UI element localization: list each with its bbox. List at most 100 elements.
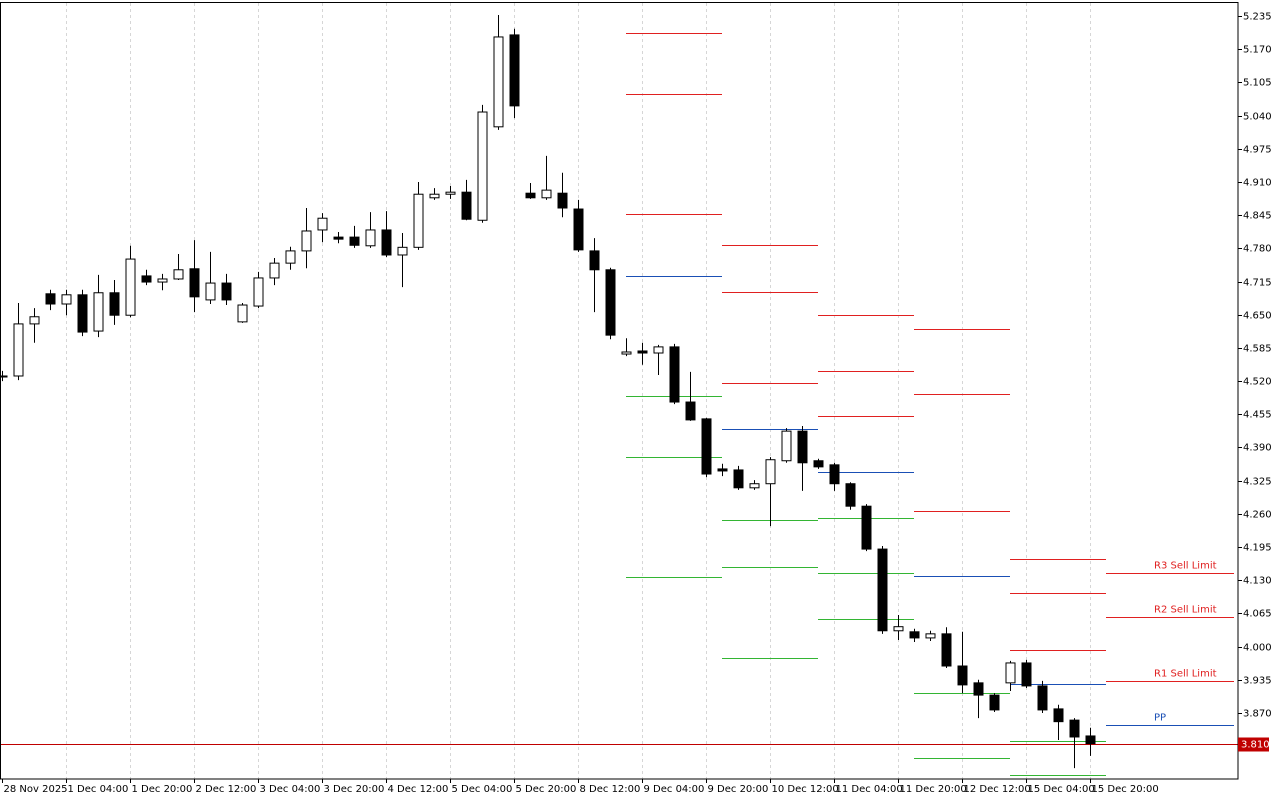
y-tick-label: 4.325 bbox=[1243, 477, 1272, 488]
y-tick-label: 4.000 bbox=[1243, 643, 1272, 654]
y-tick-label: 4.975 bbox=[1243, 145, 1272, 156]
x-tick-label: 15 Dec 04:00 bbox=[1028, 784, 1095, 795]
current-price-tag bbox=[1238, 737, 1269, 752]
y-tick-label: 4.195 bbox=[1243, 543, 1272, 554]
x-tick-label: 11 Dec 20:00 bbox=[900, 784, 967, 795]
y-tick-label: 5.235 bbox=[1243, 12, 1272, 23]
x-tick-label: 1 Dec 04:00 bbox=[68, 784, 129, 795]
candle-body bbox=[877, 548, 888, 632]
candle-body bbox=[365, 229, 376, 247]
candle-body bbox=[541, 189, 552, 199]
candle-body bbox=[93, 292, 104, 332]
x-tick-label: 1 Dec 20:00 bbox=[132, 784, 193, 795]
candle-body bbox=[301, 230, 312, 252]
x-tick-label: 2 Dec 12:00 bbox=[196, 784, 257, 795]
candle-body bbox=[429, 193, 440, 199]
plot-layer: R3 Sell Limit R2 Sell Limit R1 Sell Limit P… bbox=[0, 14, 1238, 776]
candle-body bbox=[61, 294, 72, 305]
y-tick-label: 4.390 bbox=[1243, 443, 1272, 454]
x-tick-label: 11 Dec 04:00 bbox=[836, 784, 903, 795]
x-tick-label: 28 Nov 2025 bbox=[4, 784, 68, 795]
candle-body bbox=[397, 246, 408, 256]
candle-body bbox=[973, 682, 984, 696]
candle-body bbox=[1085, 735, 1096, 745]
y-tick-label: 4.130 bbox=[1243, 576, 1272, 587]
x-tick-label: 15 Dec 20:00 bbox=[1092, 784, 1159, 795]
candle-body bbox=[1021, 662, 1032, 687]
y-tick-label: 4.910 bbox=[1243, 178, 1272, 189]
candle-body bbox=[237, 304, 248, 323]
candle-body bbox=[253, 277, 264, 307]
candle-body bbox=[573, 208, 584, 251]
candle-body bbox=[893, 626, 904, 632]
x-tick-label: 3 Dec 04:00 bbox=[260, 784, 321, 795]
candle-body bbox=[141, 275, 152, 283]
x-tick-label: 10 Dec 12:00 bbox=[772, 784, 839, 795]
y-tick-label: 5.040 bbox=[1243, 112, 1272, 123]
candle-body bbox=[221, 282, 232, 301]
y-tick-label: 4.455 bbox=[1243, 410, 1272, 421]
candle-body bbox=[941, 633, 952, 667]
candle-body bbox=[781, 430, 792, 462]
candle-body bbox=[557, 192, 568, 209]
candle-body bbox=[477, 111, 488, 221]
candle-body bbox=[669, 346, 680, 403]
candle-body bbox=[829, 464, 840, 485]
candle-body bbox=[317, 217, 328, 231]
y-tick-label: 4.585 bbox=[1243, 344, 1272, 355]
candle-body bbox=[29, 316, 40, 325]
y-tick-label: 4.260 bbox=[1243, 510, 1272, 521]
candle-body bbox=[445, 191, 456, 195]
pivot-label: R1 Sell Limit bbox=[1154, 669, 1217, 680]
y-tick-label: 4.650 bbox=[1243, 311, 1272, 322]
candle-body bbox=[349, 236, 360, 246]
plot-frame bbox=[0, 2, 1239, 780]
candle-body bbox=[189, 268, 200, 298]
candle-body bbox=[701, 418, 712, 475]
candle-body bbox=[957, 665, 968, 686]
candle-body bbox=[125, 258, 136, 316]
x-tick-label: 5 Dec 04:00 bbox=[452, 784, 513, 795]
candle-body bbox=[45, 293, 56, 305]
y-tick-label: 4.715 bbox=[1243, 278, 1272, 289]
candle-body bbox=[1005, 662, 1016, 684]
candle-body bbox=[157, 278, 168, 283]
candle-body bbox=[909, 631, 920, 639]
candle-body bbox=[509, 34, 520, 107]
candle-body bbox=[77, 294, 88, 333]
candle-body bbox=[605, 269, 616, 336]
candle-body bbox=[813, 460, 824, 468]
candle-body bbox=[381, 229, 392, 256]
candle-body bbox=[173, 269, 184, 280]
candle-body bbox=[461, 191, 472, 220]
y-tick-label: 4.520 bbox=[1243, 377, 1272, 388]
x-tick-label: 9 Dec 04:00 bbox=[644, 784, 705, 795]
candle-body bbox=[845, 483, 856, 507]
candle-body bbox=[1069, 719, 1080, 738]
candle-body bbox=[765, 459, 776, 485]
candle-body bbox=[749, 483, 760, 489]
candle-body bbox=[269, 262, 280, 279]
y-tick-label: 3.870 bbox=[1243, 709, 1272, 720]
candle-body bbox=[733, 469, 744, 489]
current-price-label: 3.810 bbox=[1241, 740, 1270, 751]
y-tick-label: 5.105 bbox=[1243, 78, 1272, 89]
x-tick-label: 4 Dec 12:00 bbox=[388, 784, 449, 795]
candle-body bbox=[525, 192, 536, 199]
candle-body bbox=[493, 36, 504, 128]
pivot-label: R3 Sell Limit bbox=[1154, 561, 1217, 572]
pivot-label: PP bbox=[1154, 713, 1166, 724]
candle-body bbox=[109, 292, 120, 316]
y-tick-label: 4.845 bbox=[1243, 211, 1272, 222]
candle-body bbox=[685, 401, 696, 421]
y-tick-label: 3.935 bbox=[1243, 676, 1272, 687]
x-tick-label: 5 Dec 20:00 bbox=[516, 784, 577, 795]
candle-body bbox=[925, 633, 936, 639]
candle-body bbox=[989, 694, 1000, 711]
x-tick-label: 8 Dec 12:00 bbox=[580, 784, 641, 795]
candle-body bbox=[797, 430, 808, 464]
x-tick-label: 9 Dec 20:00 bbox=[708, 784, 769, 795]
